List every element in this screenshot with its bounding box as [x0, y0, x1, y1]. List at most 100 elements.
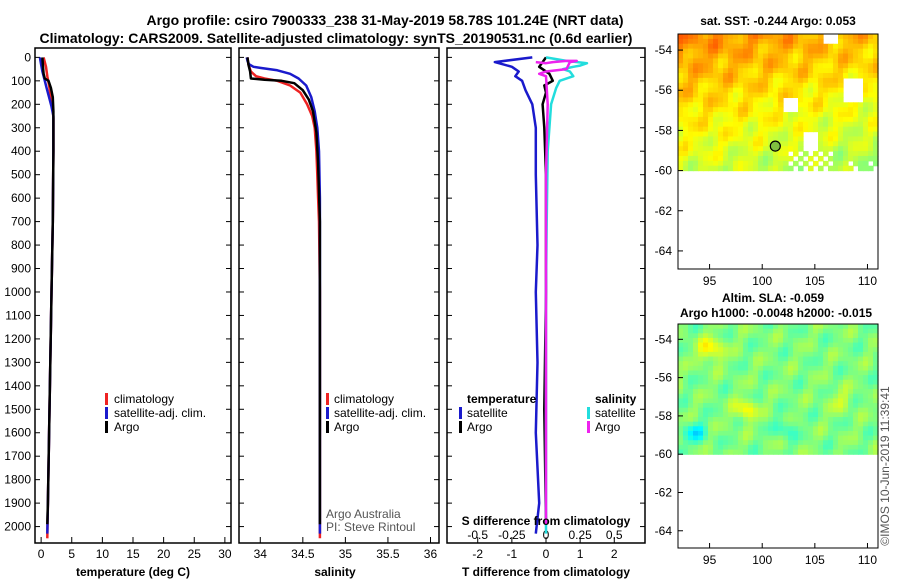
heatmap-cell	[868, 389, 874, 395]
heatmap-cell	[743, 407, 749, 413]
heatmap-cell	[838, 92, 844, 99]
heatmap-cell	[703, 365, 709, 372]
heatmap-cell	[768, 389, 774, 395]
heatmap-cell	[713, 34, 719, 40]
heatmap-cell	[678, 107, 684, 113]
heatmap-cell	[693, 407, 699, 413]
heatmap-cell	[773, 403, 779, 409]
heatmap-cell	[768, 155, 774, 162]
salinity-difference-ticks: -0.5 -0.25 0 0.25 0.5	[467, 528, 623, 542]
heatmap-cell	[818, 347, 824, 353]
heatmap-cell	[868, 107, 874, 113]
heatmap-cell	[693, 389, 699, 395]
heatmap-cell	[763, 421, 769, 427]
heatmap-cell	[693, 365, 699, 372]
heatmap-cell	[813, 384, 819, 390]
heatmap-cell	[848, 53, 854, 59]
heatmap-cell	[843, 365, 849, 372]
heatmap-cell	[703, 87, 709, 94]
heatmap-cell	[858, 160, 864, 167]
heatmap-cell	[738, 102, 744, 108]
heatmap-cell	[823, 356, 829, 362]
heatmap-cell	[688, 375, 694, 381]
heatmap-cell	[773, 412, 779, 418]
heatmap-cell	[763, 426, 769, 432]
heatmap-cell	[773, 102, 779, 108]
heatmap-cell	[758, 403, 764, 409]
heatmap-cell	[803, 58, 809, 64]
heatmap-cell	[703, 73, 709, 79]
heatmap-cell	[793, 112, 799, 118]
heatmap-cell	[853, 449, 859, 455]
heatmap-cell	[688, 337, 694, 344]
heatmap-cell	[843, 403, 849, 409]
heatmap-cell	[783, 426, 789, 432]
heatmap-cell	[828, 426, 834, 432]
heatmap-cell	[833, 58, 839, 64]
heatmap-cell	[848, 389, 854, 395]
heatmap-cell	[768, 342, 774, 348]
map-y-tick-label: -60	[655, 164, 673, 178]
heatmap-cell	[733, 337, 739, 344]
heatmap-cell	[843, 412, 849, 418]
heatmap-cell	[678, 68, 684, 74]
heatmap-cell	[763, 97, 769, 103]
heatmap-cell	[718, 440, 724, 446]
heatmap-cell	[833, 126, 839, 133]
heatmap-cell	[788, 403, 794, 409]
heatmap-cell	[723, 440, 729, 446]
heatmap-cell	[798, 407, 804, 413]
heatmap-cell	[688, 430, 694, 437]
heatmap-cell	[703, 356, 709, 362]
heatmap-cell	[798, 38, 804, 45]
heatmap-cell	[813, 34, 819, 40]
heatmap-cell	[753, 48, 759, 55]
heatmap-cell	[763, 393, 769, 399]
heatmap-cell	[803, 389, 809, 395]
heatmap-cell	[763, 165, 769, 172]
argo-position-marker	[769, 140, 781, 152]
heatmap-cell	[678, 82, 684, 89]
heatmap-cell	[788, 87, 794, 94]
heatmap-cell	[823, 92, 829, 99]
heatmap-cell	[683, 107, 689, 113]
heatmap-cell	[873, 121, 879, 128]
heatmap-cell	[773, 160, 779, 167]
heatmap-cell	[788, 121, 794, 128]
heatmap-cell	[708, 136, 714, 142]
heatmap-cell	[858, 141, 864, 147]
heatmap-cell	[763, 151, 769, 157]
heatmap-cell	[758, 379, 764, 386]
heatmap-cell	[843, 116, 849, 123]
heatmap-cell	[808, 449, 814, 455]
heatmap-cell	[788, 38, 794, 45]
heatmap-cell	[873, 403, 879, 409]
heatmap-cell	[853, 116, 859, 123]
heatmap-cell	[758, 407, 764, 413]
heatmap-cell	[713, 73, 719, 79]
heatmap-cell	[803, 421, 809, 427]
heatmap-cell	[713, 48, 719, 55]
heatmap-cell	[758, 141, 764, 147]
heatmap-cell	[693, 426, 699, 432]
heatmap-cell	[773, 384, 779, 390]
heatmap-cell	[758, 337, 764, 344]
heatmap-cell	[813, 449, 819, 455]
heatmap-cell	[843, 160, 849, 167]
heatmap-cell	[853, 407, 859, 413]
heatmap-cell	[763, 342, 769, 348]
heatmap-cell	[738, 337, 744, 344]
heatmap-cell	[793, 403, 799, 409]
heatmap-cell	[698, 126, 704, 133]
heatmap-cell	[783, 342, 789, 348]
heatmap-cell	[773, 151, 779, 157]
heatmap-cell	[873, 356, 879, 362]
heatmap-cell	[698, 102, 704, 108]
heatmap-cell	[718, 112, 724, 118]
heatmap-cell	[783, 440, 789, 446]
heatmap-cell	[683, 146, 689, 152]
heatmap-cell	[803, 333, 809, 339]
heatmap-cell	[713, 444, 719, 451]
heatmap-cell	[783, 393, 789, 399]
heatmap-cell	[808, 435, 814, 441]
